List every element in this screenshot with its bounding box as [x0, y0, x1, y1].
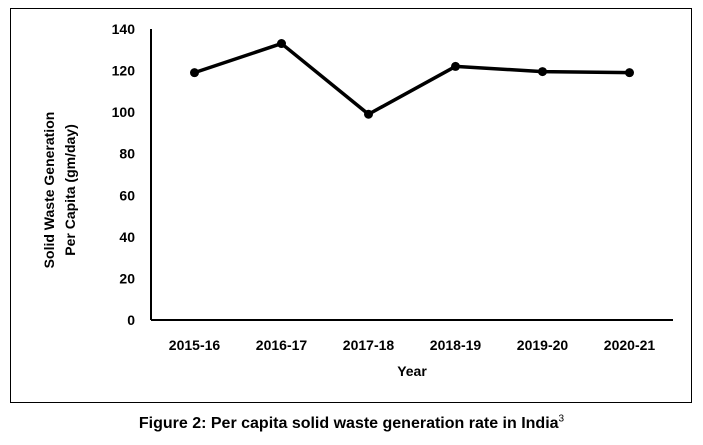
- line-chart: Solid Waste Generation Per Capita (gm/da…: [41, 21, 673, 379]
- x-tick-label: 2020-21: [604, 337, 656, 353]
- y-axis-title: Solid Waste Generation Per Capita (gm/da…: [41, 112, 78, 269]
- figure-caption: Figure 2: Per capita solid waste generat…: [0, 413, 703, 433]
- y-tick-labels: 0 20 40 60 80 100 120 140: [112, 21, 136, 328]
- data-point: [364, 109, 373, 119]
- y-tick-label: 80: [119, 146, 135, 162]
- x-tick-label: 2017-18: [343, 337, 395, 353]
- data-point: [625, 68, 634, 78]
- x-tick-label: 2016-17: [256, 337, 308, 353]
- series-line: [193, 41, 630, 116]
- y-tick-label: 20: [119, 270, 135, 286]
- data-point: [451, 61, 460, 71]
- data-point: [190, 68, 199, 78]
- data-point: [277, 39, 286, 49]
- data-point: [538, 67, 547, 77]
- x-tick-labels: 2015-16 2016-17 2017-18 2018-19 2019-20 2020-…: [169, 337, 656, 353]
- x-axis-title: Year: [397, 363, 427, 379]
- y-axis-title-line-2: Per Capita (gm/day): [62, 124, 78, 255]
- y-axis-title-line-1: Solid Waste Generation: [41, 112, 57, 269]
- y-tick-label: 100: [112, 104, 136, 120]
- y-tick-label: 120: [112, 63, 136, 79]
- y-tick-label: 60: [119, 187, 135, 203]
- y-tick-label: 0: [127, 312, 135, 328]
- figure-caption-text: Figure 2: Per capita solid waste generat…: [138, 415, 559, 432]
- x-tick-label: 2019-20: [517, 337, 569, 353]
- chart-frame: Solid Waste Generation Per Capita (gm/da…: [10, 8, 692, 403]
- x-tick-label: 2018-19: [430, 337, 482, 353]
- x-tick-label: 2015-16: [169, 337, 221, 353]
- series-group: [190, 39, 634, 119]
- caption-reference: 3: [558, 413, 565, 425]
- y-tick-label: 140: [112, 21, 136, 37]
- y-tick-label: 40: [119, 229, 135, 245]
